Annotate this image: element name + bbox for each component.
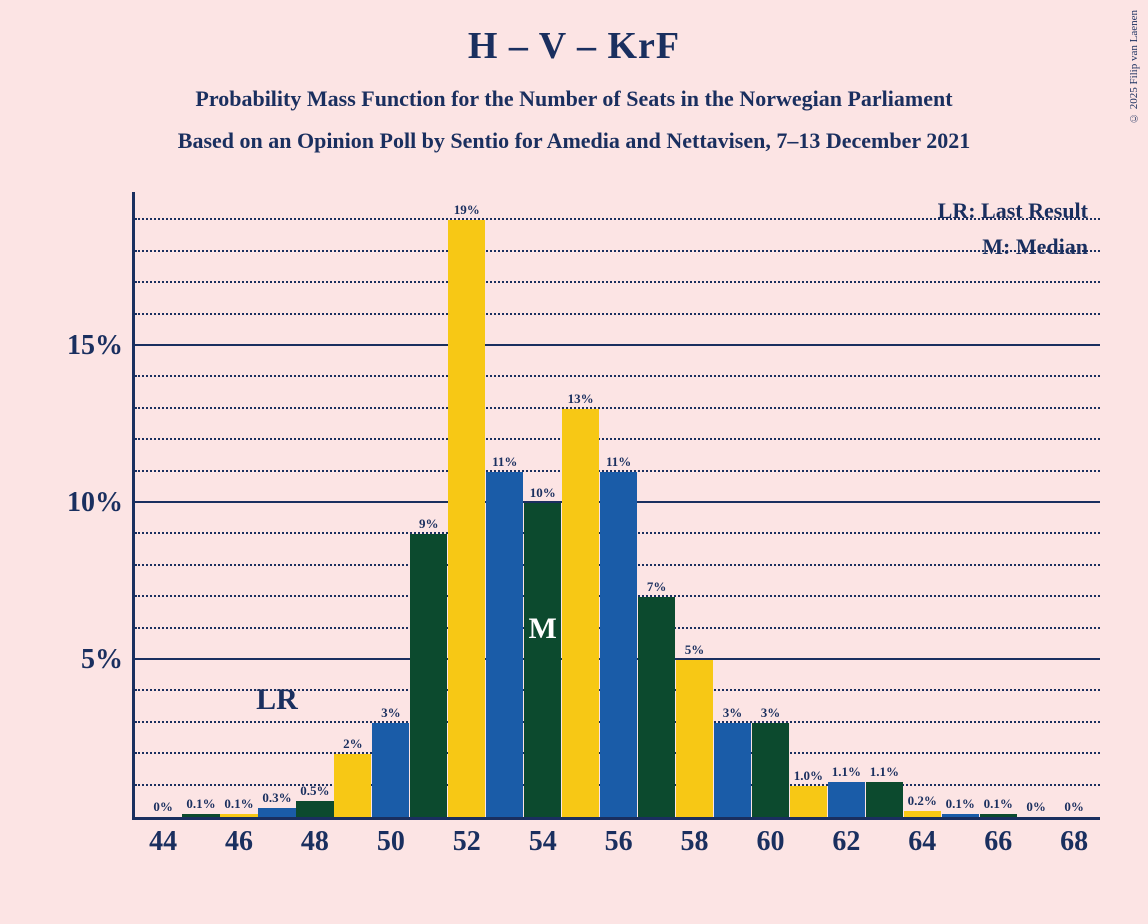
bar-value-label: 1.1% [832, 764, 861, 780]
bar: 1.0% [790, 786, 827, 817]
bar-value-label: 11% [606, 454, 631, 470]
bar-value-label: 0.1% [984, 796, 1013, 812]
bar: 0.5% [296, 801, 333, 817]
gridline [135, 407, 1100, 409]
y-axis-label: 15% [67, 330, 123, 362]
y-axis-label: 5% [81, 644, 123, 676]
gridline [135, 344, 1100, 346]
gridline [135, 313, 1100, 315]
bar-value-label: 0.1% [224, 796, 253, 812]
bar-value-label: 0.3% [262, 790, 291, 806]
bar: 0.2% [904, 811, 941, 817]
bar: 0.1% [182, 814, 219, 817]
gridline [135, 438, 1100, 440]
bar-value-label: 0% [1064, 799, 1084, 815]
bar-value-label: 19% [454, 202, 480, 218]
bar: 3% [714, 723, 751, 817]
plot-area: LR: Last Result M: Median 5%10%15%444648… [132, 192, 1100, 820]
chart-subtitle-1: Probability Mass Function for the Number… [0, 86, 1148, 112]
gridline [135, 281, 1100, 283]
y-axis-label: 10% [67, 487, 123, 519]
bar: 11% [600, 472, 637, 817]
x-axis-label: 44 [149, 826, 177, 858]
bar: 3% [752, 723, 789, 817]
bar-value-label: 2% [343, 736, 363, 752]
x-axis-label: 62 [832, 826, 860, 858]
bar-value-label: 11% [492, 454, 517, 470]
bar-value-label: 0.1% [946, 796, 975, 812]
bar: 7% [638, 597, 675, 817]
bar: 10% [524, 503, 561, 817]
bar-value-label: 0% [1026, 799, 1046, 815]
bar-value-label: 3% [381, 705, 401, 721]
x-axis-label: 56 [605, 826, 633, 858]
gridline [135, 375, 1100, 377]
bar-value-label: 3% [761, 705, 781, 721]
bar: 9% [410, 534, 447, 817]
bar-value-label: 0.1% [186, 796, 215, 812]
bar-value-label: 3% [723, 705, 743, 721]
bar: 1.1% [828, 782, 865, 817]
bar-value-label: 0% [153, 799, 173, 815]
legend: LR: Last Result M: Median [938, 198, 1088, 270]
bar: 1.1% [866, 782, 903, 817]
x-axis-label: 46 [225, 826, 253, 858]
bar: 2% [334, 754, 371, 817]
bar-value-label: 1.1% [870, 764, 899, 780]
x-axis-label: 58 [681, 826, 709, 858]
x-axis-label: 50 [377, 826, 405, 858]
copyright-text: © 2025 Filip van Laenen [1128, 10, 1140, 124]
bar: 0.1% [942, 814, 979, 817]
bar-value-label: 0.2% [908, 793, 937, 809]
bar-value-label: 1.0% [794, 768, 823, 784]
bar: 11% [486, 472, 523, 817]
bar-value-label: 10% [530, 485, 556, 501]
x-axis-label: 52 [453, 826, 481, 858]
x-axis-label: 54 [529, 826, 557, 858]
bar: 0.3% [258, 808, 295, 817]
bar-value-label: 0.5% [300, 783, 329, 799]
legend-m: M: Median [938, 234, 1088, 260]
bar: 19% [448, 220, 485, 817]
bar: 0.1% [980, 814, 1017, 817]
bar: 0.1% [220, 814, 257, 817]
bar: 13% [562, 409, 599, 817]
bar-value-label: 7% [647, 579, 667, 595]
gridline [135, 218, 1100, 220]
annotation-lr: LR [256, 683, 298, 717]
chart-container: LR: Last Result M: Median 5% 10% 15% 44 46 48… [60, 192, 1120, 872]
x-axis-label: 66 [984, 826, 1012, 858]
x-axis-label: 48 [301, 826, 329, 858]
bar: 5% [676, 660, 713, 817]
bar-value-label: 5% [685, 642, 705, 658]
x-axis-label: 68 [1060, 826, 1088, 858]
bar-value-label: 13% [568, 391, 594, 407]
bar-value-label: 9% [419, 516, 439, 532]
chart-subtitle-2: Based on an Opinion Poll by Sentio for A… [0, 128, 1148, 154]
bar: 3% [372, 723, 409, 817]
x-axis-label: 60 [756, 826, 784, 858]
annotation-median: M [529, 612, 557, 646]
x-axis-label: 64 [908, 826, 936, 858]
chart-title: H – V – KrF [468, 25, 680, 67]
gridline [135, 250, 1100, 252]
